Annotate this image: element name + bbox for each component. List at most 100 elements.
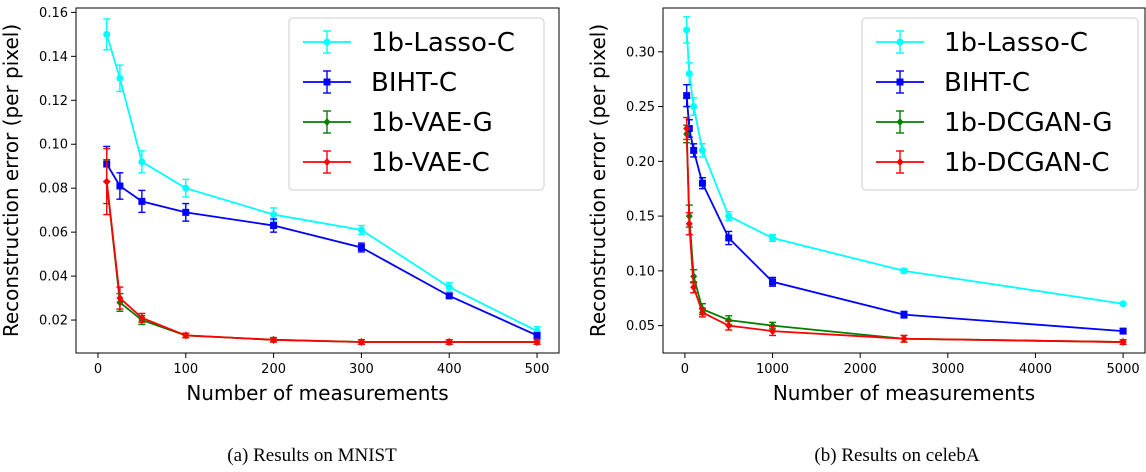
data-point <box>683 26 691 34</box>
data-point <box>769 327 777 336</box>
data-point <box>116 74 124 82</box>
legend-box <box>288 17 545 191</box>
series-BIHT-C <box>103 145 541 339</box>
data-point <box>690 283 698 292</box>
data-point <box>900 311 908 319</box>
legend-label: 1b-VAE-C <box>371 148 490 178</box>
y-tick-label: 0.12 <box>39 94 68 109</box>
data-point <box>685 219 693 228</box>
data-point <box>445 283 453 291</box>
y-tick-label: 0.02 <box>39 314 68 329</box>
data-point <box>182 331 190 340</box>
series-1b-Lasso-C <box>683 16 1127 308</box>
data-point <box>357 226 365 234</box>
data-point <box>690 146 698 154</box>
legend-label: BIHT-C <box>944 68 1030 98</box>
x-tick-label: 2000 <box>844 362 877 377</box>
y-tick-label: 0.14 <box>39 50 68 65</box>
data-point <box>769 321 777 330</box>
y-tick-label: 0.04 <box>39 270 68 285</box>
legend-marker <box>896 158 904 166</box>
x-tick-label: 500 <box>525 362 550 377</box>
legend-marker <box>323 38 331 46</box>
y-tick-label: 0.08 <box>39 182 68 197</box>
data-point <box>685 70 693 78</box>
data-point <box>769 234 777 242</box>
chart-1: 0 100 200 300 400 500 0.02 0.04 0.06 0.08 0.10 0.12… <box>0 6 560 405</box>
x-axis-label: Number of measurements <box>186 381 448 405</box>
legend: 1b-Lasso-C BIHT-C 1b-VAE-G 1b-VAE-C <box>288 17 545 191</box>
legend-label: 1b-DCGAN-C <box>944 148 1110 178</box>
data-point <box>698 308 706 317</box>
y-tick-label: 0.06 <box>39 226 68 241</box>
data-point <box>182 208 190 216</box>
data-point <box>683 124 691 133</box>
data-point <box>698 179 706 187</box>
x-tick-label: 0 <box>681 362 689 377</box>
x-tick-label: 5000 <box>1107 362 1140 377</box>
data-point <box>357 244 365 252</box>
x-tick-label: 300 <box>349 362 374 377</box>
data-point <box>725 321 733 330</box>
caption-celeba: (b) Results on celebA <box>814 445 980 466</box>
legend-marker <box>323 118 331 126</box>
x-tick-label: 100 <box>173 362 198 377</box>
data-point <box>270 335 278 344</box>
series-line <box>105 34 538 332</box>
data-point <box>900 267 908 275</box>
plot-frame <box>662 7 1146 354</box>
y-tick-label: 0.10 <box>626 264 655 279</box>
data-point <box>270 211 278 219</box>
data-point <box>103 177 111 186</box>
legend-marker <box>323 158 331 166</box>
data-point <box>445 338 453 347</box>
plot-frame <box>75 7 560 354</box>
legend-marker <box>896 118 904 126</box>
caption-mnist: (a) Results on MNIST <box>227 445 397 466</box>
data-point <box>138 158 146 166</box>
data-point <box>683 92 691 100</box>
legend-label: 1b-VAE-G <box>371 108 493 138</box>
x-axis-label: Number of measurements <box>773 381 1035 405</box>
x-tick-label: 200 <box>261 362 286 377</box>
legend: 1b-Lasso-C BIHT-C 1b-DCGAN-G 1b-DCGAN-C <box>861 17 1139 191</box>
data-point <box>445 292 453 300</box>
legend-box <box>861 17 1139 191</box>
data-point <box>357 338 365 347</box>
data-point <box>533 338 541 347</box>
data-point <box>138 313 146 322</box>
y-axis-label: Reconstruction error (per pixel) <box>586 24 610 337</box>
data-point <box>725 234 733 242</box>
data-point <box>116 294 124 303</box>
y-tick-label: 0.16 <box>39 6 68 21</box>
data-point <box>270 222 278 230</box>
y-tick-label: 0.20 <box>626 155 655 170</box>
y-tick-label: 0.15 <box>626 210 655 225</box>
legend-marker <box>323 78 331 86</box>
legend-label: BIHT-C <box>371 68 457 98</box>
data-point <box>725 212 733 220</box>
data-point <box>900 334 908 343</box>
data-point <box>138 197 146 205</box>
data-point <box>769 278 777 286</box>
y-axis-label: Reconstruction error (per pixel) <box>0 24 23 337</box>
series-line <box>685 95 1124 332</box>
data-point <box>103 30 111 38</box>
y-tick-label: 0.30 <box>626 45 655 60</box>
data-point <box>690 103 698 111</box>
series-BIHT-C <box>683 83 1127 335</box>
series-1b-VAE-C <box>103 147 541 347</box>
series-line <box>105 181 538 343</box>
x-tick-label: 400 <box>437 362 462 377</box>
data-point <box>725 316 733 325</box>
x-tick-label: 0 <box>94 362 102 377</box>
x-tick-label: 1000 <box>756 362 789 377</box>
legend-label: 1b-Lasso-C <box>371 28 515 58</box>
data-point <box>1119 338 1127 347</box>
legend-marker <box>896 38 904 46</box>
x-tick-label: 4000 <box>1019 362 1052 377</box>
data-point <box>1119 327 1127 335</box>
legend-label: 1b-DCGAN-G <box>944 108 1112 138</box>
series-1b-Lasso-C <box>103 18 541 337</box>
